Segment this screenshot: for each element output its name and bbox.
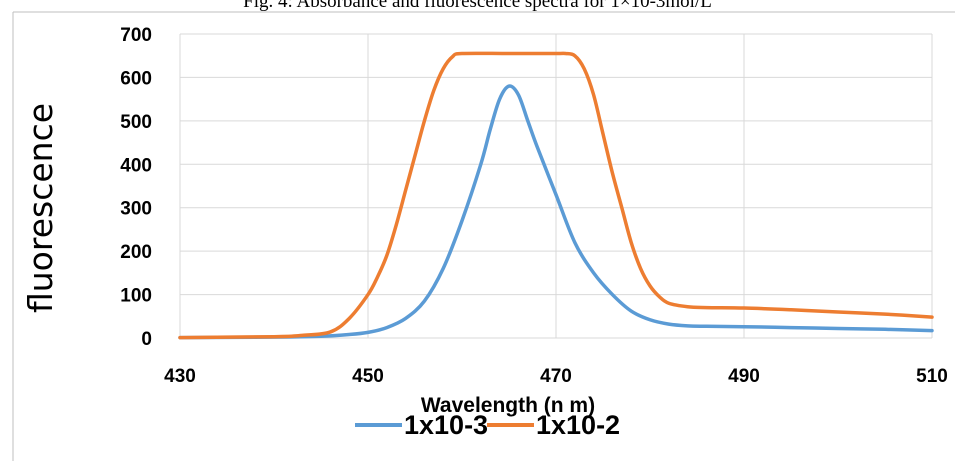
y-tick-label-2: 200 (120, 242, 152, 263)
y-tick-label-1: 100 (120, 286, 152, 307)
x-tick-label-0: 430 (164, 366, 196, 387)
x-tick-label-1: 450 (352, 366, 384, 387)
x-axis-title: Wavelength (n m) (421, 394, 595, 417)
y-tick-label-4: 400 (120, 155, 152, 176)
x-tick-label-2: 470 (540, 366, 572, 387)
gridlines (179, 33, 933, 339)
x-tick-labels: 430 450 470 490 510 (164, 366, 948, 387)
x-tick-label-4: 510 (916, 366, 948, 387)
legend-label-series-1: 1x10-3 (404, 410, 488, 440)
x-tick-label-3: 490 (728, 366, 760, 387)
y-tick-label-6: 600 (120, 68, 152, 89)
series-line-1 (178, 84, 934, 340)
y-tick-labels: 0 100 200 300 400 500 600 700 (120, 25, 152, 350)
figure-caption: Fig. 4: Absorbance and fluorescence spec… (243, 0, 712, 12)
y-tick-label-0: 0 (141, 329, 152, 350)
y-tick-label-7: 700 (120, 25, 152, 46)
y-tick-label-5: 500 (120, 112, 152, 133)
y-axis-title: fluorescence (21, 103, 60, 313)
legend-label-series-2: 1x10-2 (536, 410, 620, 440)
y-tick-label-3: 300 (120, 199, 152, 220)
legend: 1x10-3 1x10-2 (355, 410, 620, 440)
series-line-2 (178, 51, 934, 340)
series-lines (178, 51, 934, 340)
